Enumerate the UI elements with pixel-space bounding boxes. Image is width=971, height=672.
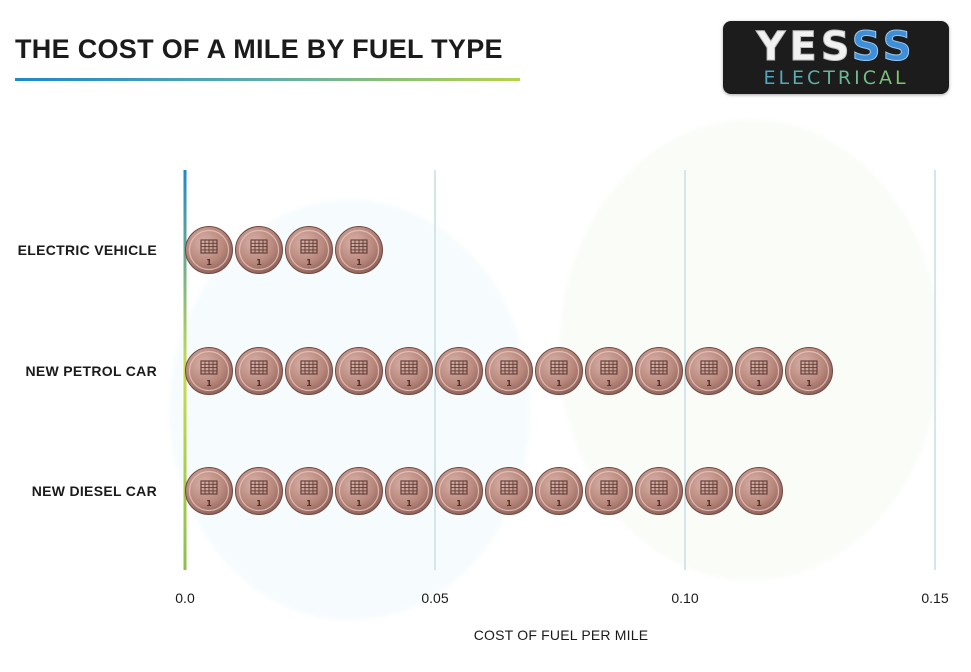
svg-text:1: 1	[206, 499, 212, 508]
svg-text:1: 1	[306, 258, 312, 267]
penny-coin-mark: 1	[285, 226, 333, 274]
penny-coin-mark: 1	[435, 347, 483, 395]
penny-coin-mark: 1	[235, 467, 283, 515]
penny-coin-mark: 1	[285, 347, 333, 395]
penny-coin-mark: 1	[535, 467, 583, 515]
svg-text:1: 1	[256, 258, 262, 267]
svg-text:1: 1	[606, 499, 612, 508]
svg-text:1: 1	[506, 379, 512, 388]
penny-coin-mark: 1	[585, 467, 633, 515]
svg-text:1: 1	[406, 379, 412, 388]
penny-coin-mark: 1	[235, 347, 283, 395]
svg-text:1: 1	[456, 379, 462, 388]
svg-text:1: 1	[806, 379, 812, 388]
title-underline	[15, 78, 520, 81]
logo-subtitle: ELECTRICAL	[723, 68, 949, 88]
svg-text:1: 1	[356, 379, 362, 388]
svg-text:1: 1	[756, 379, 762, 388]
penny-coin-mark: 1	[335, 347, 383, 395]
y-axis-line	[183, 170, 187, 570]
penny-coin-mark: 1	[185, 347, 233, 395]
gridline	[434, 170, 436, 570]
penny-coin-mark: 1	[335, 226, 383, 274]
category-label: NEW PETROL CAR	[25, 363, 157, 379]
logo-wordmark: YESSS	[756, 24, 916, 70]
penny-coin-mark: 1	[535, 347, 583, 395]
penny-coin-mark: 1	[485, 347, 533, 395]
gridline	[934, 170, 936, 570]
svg-text:1: 1	[306, 499, 312, 508]
svg-text:1: 1	[256, 379, 262, 388]
svg-text:1: 1	[356, 258, 362, 267]
page-title: THE COST OF A MILE BY FUEL TYPE	[15, 34, 503, 64]
svg-text:1: 1	[356, 499, 362, 508]
x-tick-label: 0.0	[175, 590, 195, 606]
svg-text:1: 1	[406, 499, 412, 508]
yesss-electrical-logo: YESSS ELECTRICAL	[723, 21, 949, 94]
x-axis-title: COST OF FUEL PER MILE	[473, 627, 649, 643]
penny-coin-mark: 1	[435, 467, 483, 515]
svg-text:1: 1	[506, 499, 512, 508]
svg-text:1: 1	[606, 379, 612, 388]
penny-coin-mark: 1	[685, 467, 733, 515]
svg-text:1: 1	[456, 499, 462, 508]
penny-coin-mark: 1	[285, 467, 333, 515]
penny-coin-mark: 1	[735, 347, 783, 395]
penny-coin-mark: 1	[785, 347, 833, 395]
svg-text:1: 1	[256, 499, 262, 508]
x-tick-label: 0.10	[671, 590, 699, 606]
svg-text:1: 1	[706, 379, 712, 388]
penny-coin-mark: 1	[685, 347, 733, 395]
category-label: ELECTRIC VEHICLE	[17, 242, 157, 258]
svg-text:1: 1	[206, 379, 212, 388]
penny-coin-mark: 1	[385, 467, 433, 515]
x-tick-label: 0.05	[421, 590, 449, 606]
svg-text:1: 1	[706, 499, 712, 508]
penny-coin-mark: 1	[635, 347, 683, 395]
svg-text:1: 1	[556, 499, 562, 508]
penny-coin-mark: 1	[735, 467, 783, 515]
penny-coin-mark: 1	[585, 347, 633, 395]
svg-text:1: 1	[656, 499, 662, 508]
penny-coin-mark: 1	[335, 467, 383, 515]
penny-coin-mark: 1	[385, 347, 433, 395]
svg-text:1: 1	[206, 258, 212, 267]
penny-coin-mark: 1	[185, 467, 233, 515]
svg-text:1: 1	[556, 379, 562, 388]
penny-coin-mark: 1	[185, 226, 233, 274]
category-label: NEW DIESEL CAR	[31, 483, 157, 499]
svg-text:1: 1	[306, 379, 312, 388]
penny-coin-mark: 1	[635, 467, 683, 515]
svg-text:1: 1	[656, 379, 662, 388]
penny-coin-mark: 1	[485, 467, 533, 515]
penny-coin-mark: 1	[235, 226, 283, 274]
x-tick-label: 0.15	[921, 590, 949, 606]
svg-text:1: 1	[756, 499, 762, 508]
gridline	[684, 170, 686, 570]
